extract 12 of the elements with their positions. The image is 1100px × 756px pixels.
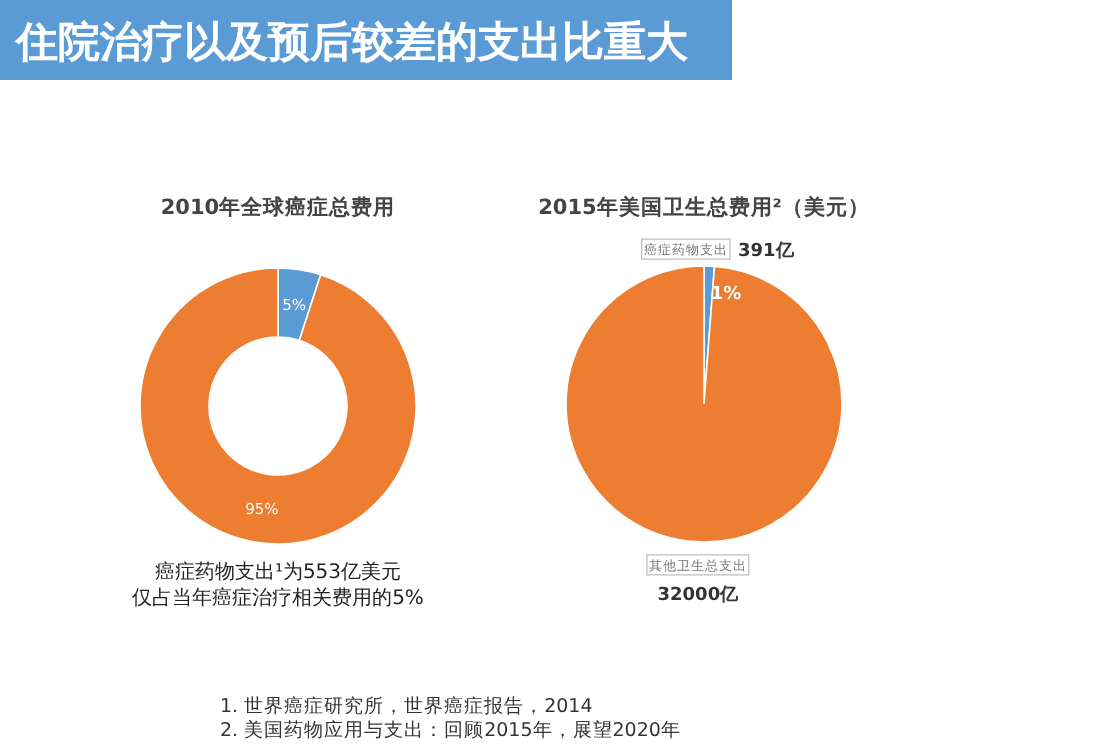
text: 癌症药物支出¹为553亿美元 (154, 560, 402, 584)
data-label: 32000亿 (657, 583, 741, 606)
text: 1. 世界癌症研究所，世界癌症报告，2014 (220, 694, 593, 718)
text: 1% (710, 285, 742, 305)
donut-slice (139, 267, 417, 545)
chart-title: 2015年美国卫生总费用²（美元） (538, 194, 870, 220)
text: 仅占当年癌症治疗相关费用的5% (132, 586, 424, 610)
text: 2. 美国药物应用与支出：回顾2015年，展望2020年 (220, 718, 681, 742)
pie-slice (565, 265, 843, 543)
data-label: 391亿 (738, 240, 796, 263)
text: 住院治疗以及预后较差的支出比重大 (14, 18, 690, 66)
chart-title: 2010年全球癌症总费用 (160, 194, 396, 220)
